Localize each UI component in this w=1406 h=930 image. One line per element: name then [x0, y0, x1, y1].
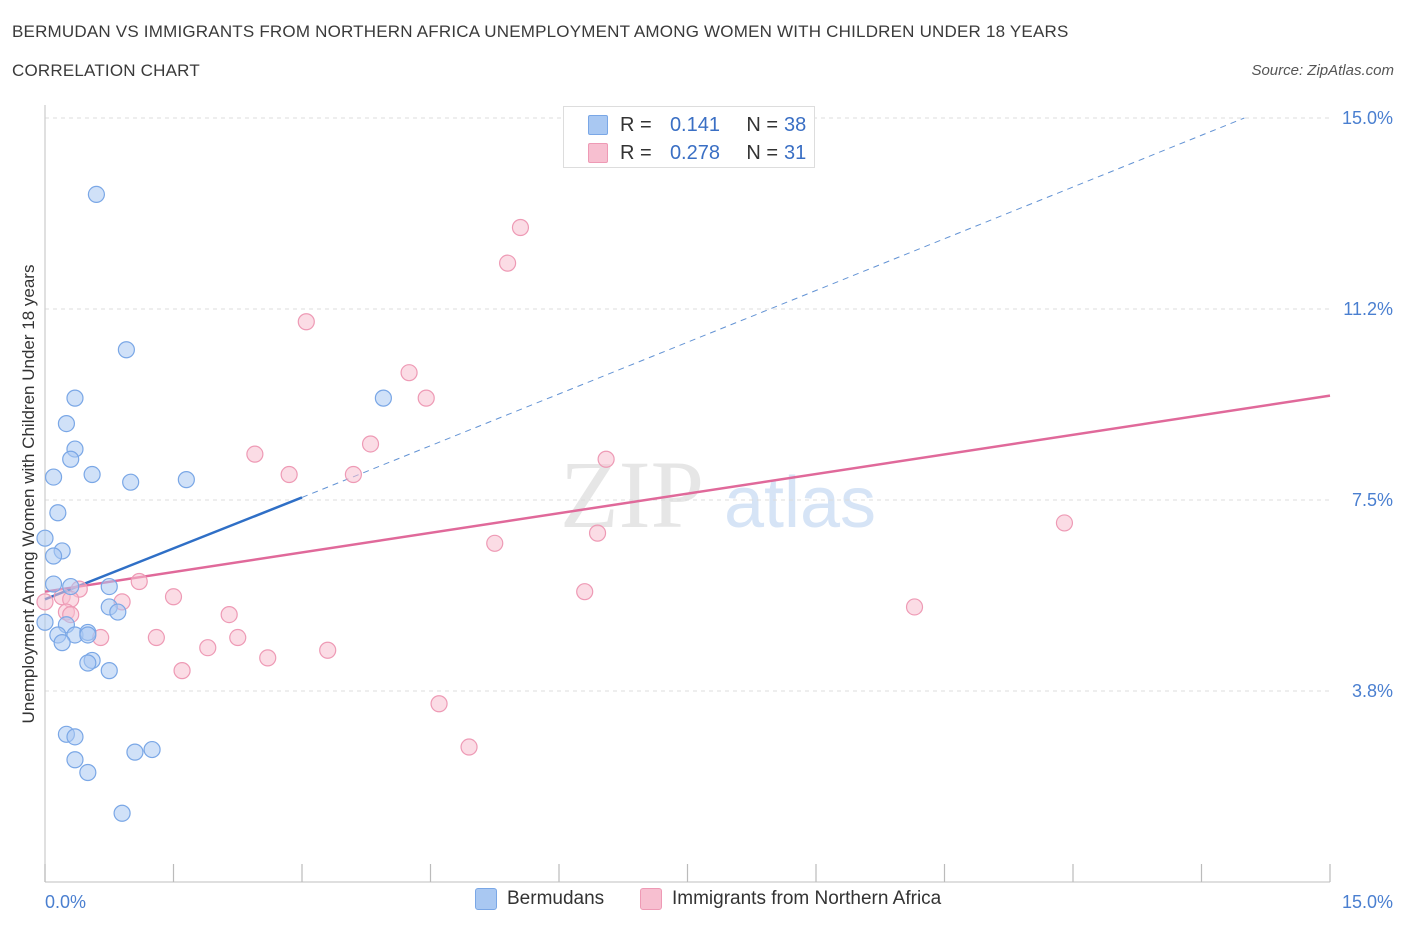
- immigrants-point-11: [486, 534, 504, 552]
- bermudans-point-10: [177, 471, 195, 489]
- source-label: Source: ZipAtlas.com: [1251, 62, 1394, 79]
- immigrants-point-14: [130, 572, 148, 591]
- legend-item-bermudans[interactable]: Bermudans: [475, 888, 604, 910]
- immigrants-point-20: [576, 583, 594, 601]
- r-label: R =: [620, 113, 652, 136]
- y-tick-label-0: 3.8%: [1352, 681, 1393, 701]
- bermudans-point-20: [36, 613, 54, 631]
- immigrants-point-3: [400, 364, 418, 382]
- bermudans-point-12: [36, 529, 54, 547]
- r-label: R =: [620, 141, 652, 164]
- bermudans-point-28: [79, 654, 97, 672]
- x-tick-label-1: 15.0%: [1342, 892, 1393, 912]
- y-tick-label-2: 11.2%: [1343, 299, 1393, 319]
- bermudans-point-4: [57, 415, 76, 433]
- bermudans-point-1: [117, 341, 135, 359]
- bermudans-point-36: [113, 804, 131, 822]
- bermudans-point-11: [49, 504, 67, 522]
- bermudans-point-34: [66, 751, 84, 769]
- r-value: 0.141: [669, 113, 720, 136]
- bermudans-point-8: [44, 468, 63, 486]
- n-value: 38: [784, 113, 807, 136]
- trend-line-immigrants: [44, 394, 1331, 593]
- bermudans-point-35: [79, 763, 97, 782]
- bermudans-point-17: [100, 577, 118, 596]
- immigrants-point-4: [417, 389, 435, 407]
- y-axis-label: Unemployment Among Women with Children U…: [19, 265, 38, 724]
- immigrants-point-19: [164, 588, 183, 606]
- immigrants-point-33: [460, 738, 478, 756]
- trend-line-bermudans-extension: [301, 117, 1245, 498]
- bermudans-point-2: [66, 389, 84, 407]
- legend-swatch-immigrants: [588, 143, 608, 163]
- stats-legend: R = 0.141 N = 38 R = 0.278 N = 31: [563, 106, 815, 168]
- legend-label-bermudans: Bermudans: [507, 888, 605, 909]
- legend-swatch-bermudans: [475, 888, 497, 910]
- bermudans-point-25: [79, 626, 97, 644]
- immigrants-point-2: [297, 313, 315, 331]
- immigrants-point-30: [259, 649, 277, 667]
- bermudans-point-16: [62, 577, 80, 596]
- bermudans-point-14: [44, 547, 63, 565]
- legend-swatch-bermudans: [588, 115, 608, 135]
- immigrants-point-17: [36, 593, 54, 611]
- immigrants-point-24: [220, 605, 238, 624]
- bermudans-point-6: [62, 450, 80, 468]
- immigrants-point-5: [361, 435, 380, 453]
- immigrants-point-7: [597, 450, 615, 468]
- immigrants-point-9: [344, 465, 362, 484]
- bermudans-point-19: [109, 603, 127, 621]
- x-tick-label-0: 0.0%: [45, 892, 86, 912]
- immigrants-point-6: [246, 445, 264, 463]
- n-value: 31: [784, 141, 807, 164]
- immigrants-point-27: [229, 628, 247, 647]
- immigrants-point-21: [905, 598, 924, 616]
- immigrants-point-1: [499, 254, 517, 272]
- chart-subtitle: CORRELATION CHART: [12, 61, 200, 80]
- stats-legend-row-bermudans: R = 0.141 N = 38: [588, 113, 806, 137]
- n-label: N =: [746, 141, 778, 164]
- bermudans-point-3: [374, 389, 392, 407]
- immigrants-point-0: [511, 218, 530, 237]
- watermark-atlas: atlas: [724, 463, 876, 543]
- immigrants-point-26: [147, 628, 165, 647]
- bermudans-point-7: [83, 465, 101, 484]
- bermudans-point-33: [126, 743, 144, 761]
- legend-swatch-immigrants: [640, 888, 662, 910]
- legend-item-immigrants[interactable]: Immigrants from Northern Africa: [640, 888, 941, 910]
- r-value: 0.278: [669, 141, 720, 164]
- trend-lines: [44, 117, 1331, 601]
- trend-line-bermudans: [44, 496, 303, 601]
- axes: [44, 105, 1331, 883]
- immigrants-point-28: [199, 639, 217, 657]
- legend-label-immigrants: Immigrants from Northern Africa: [672, 888, 942, 909]
- bermudans-point-32: [143, 740, 161, 759]
- grid-lines: [45, 117, 1330, 692]
- stats-legend-row-immigrants: R = 0.278 N = 31: [588, 141, 806, 165]
- y-tick-label-1: 7.5%: [1352, 490, 1393, 510]
- immigrants-point-10: [1055, 514, 1074, 532]
- immigrants-point-8: [280, 465, 298, 484]
- bermudans-point-29: [100, 662, 118, 680]
- y-tick-label-3: 15.0%: [1342, 108, 1393, 128]
- immigrants-point-31: [173, 662, 191, 680]
- bermudans-point-26: [53, 634, 71, 652]
- data-points: [36, 185, 1074, 822]
- bermudans-point-0: [87, 185, 106, 203]
- immigrants-point-32: [430, 695, 448, 713]
- bermudans-point-31: [66, 728, 84, 746]
- immigrants-point-12: [588, 524, 607, 542]
- bermudans-point-9: [122, 473, 140, 491]
- chart-title: BERMUDAN VS IMMIGRANTS FROM NORTHERN AFR…: [12, 22, 1069, 41]
- tick-labels: 3.8% 7.5% 11.2% 15.0% 0.0% 15.0%: [45, 108, 1393, 912]
- watermark: ZIP atlas: [560, 441, 876, 548]
- immigrants-point-29: [319, 641, 337, 659]
- bermudans-point-15: [44, 575, 63, 593]
- n-label: N =: [746, 113, 778, 136]
